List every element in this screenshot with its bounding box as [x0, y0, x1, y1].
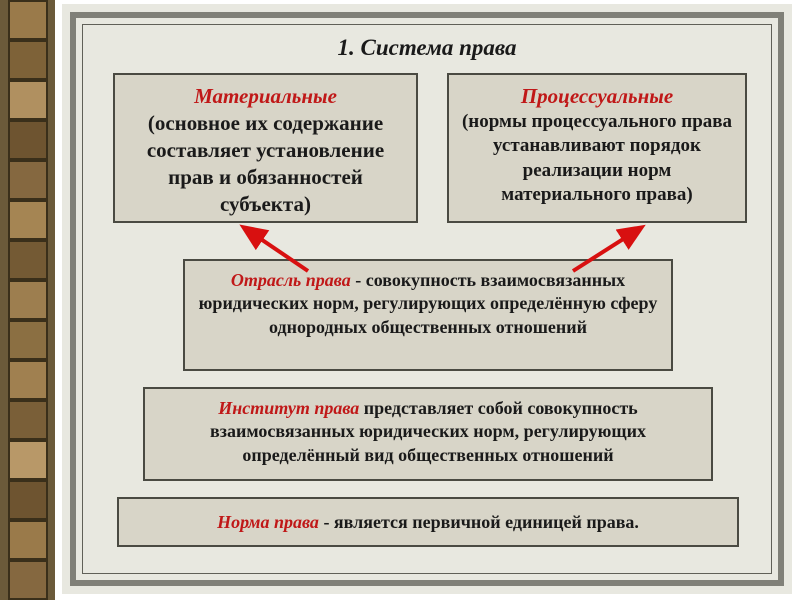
- decorative-sidebar: [0, 0, 55, 600]
- box-procedural-heading: Процессуальные: [459, 83, 735, 110]
- slide-title: 1. Система права: [83, 35, 771, 61]
- slide-body: 1. Система права Материальные (основное …: [62, 4, 792, 594]
- box-branch-heading: Отрасль права: [231, 270, 351, 290]
- box-material-heading: Материальные: [125, 83, 406, 110]
- box-norm-heading: Норма права: [217, 512, 323, 532]
- box-material-body: (основное их содержание составляет устан…: [125, 110, 406, 218]
- box-procedural: Процессуальные (нормы процессуального пр…: [447, 73, 747, 223]
- box-material: Материальные (основное их содержание сос…: [113, 73, 418, 223]
- box-institute-heading: Институт права: [218, 398, 359, 418]
- box-institute: Институт права представляет собой совоку…: [143, 387, 713, 481]
- sidebar-pattern: [8, 0, 48, 600]
- outer-frame: 1. Система права Материальные (основное …: [70, 12, 784, 586]
- box-norm: Норма права - является первичной единице…: [117, 497, 739, 547]
- box-procedural-body: (нормы процессуального права устанавлива…: [459, 110, 735, 207]
- box-norm-body: - является первичной единицей права.: [323, 512, 639, 532]
- inner-frame: 1. Система права Материальные (основное …: [82, 24, 772, 574]
- box-branch: Отрасль права - совокупность взаимосвяза…: [183, 259, 673, 371]
